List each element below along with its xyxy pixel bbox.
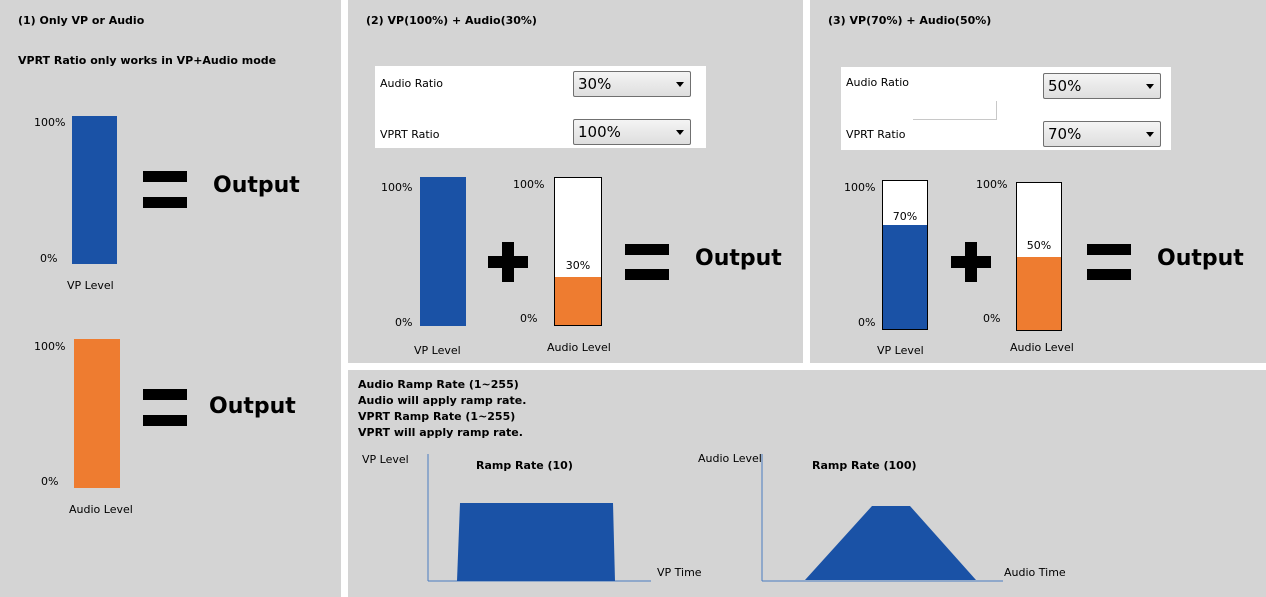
panel-title: (2) VP(100%) + Audio(30%) [366, 14, 537, 27]
vp-bottom-label: 0% [395, 316, 413, 329]
vp-level-bar [72, 116, 117, 264]
audio-level-label: 30% [565, 259, 591, 272]
vp-caption: VP Level [67, 279, 114, 292]
chart1-title: Ramp Rate (10) [476, 459, 573, 472]
panel-title: (3) VP(70%) + Audio(50%) [828, 14, 992, 27]
plus-icon-bar [488, 256, 528, 268]
panel-note: VPRT Ratio only works in VP+Audio mode [18, 54, 277, 67]
divider [996, 101, 997, 120]
ramp-note-line: Audio will apply ramp rate. [358, 394, 527, 407]
chevron-down-icon [676, 82, 684, 87]
equals-icon [143, 389, 187, 400]
audio-level-fill [1017, 256, 1061, 330]
equals-icon-bar [1087, 269, 1131, 280]
panel-vp100-audio30: (2) VP(100%) + Audio(30%) Audio Ratio 30… [348, 0, 803, 363]
vp-bottom-label: 0% [40, 252, 58, 265]
equals-icon-bar [143, 197, 187, 208]
vp-level-fill [420, 177, 466, 326]
divider [913, 119, 996, 120]
audio-ratio-label: Audio Ratio [380, 77, 444, 90]
equals-icon [625, 244, 669, 255]
audio-level-bar: 30% [554, 177, 602, 326]
audio-ratio-label: Audio Ratio [846, 76, 910, 89]
audio-level-label: 50% [1026, 239, 1052, 252]
panel-vp70-audio50: (3) VP(70%) + Audio(50%) Audio Ratio 50%… [810, 0, 1266, 363]
ratio-settings-box: Audio Ratio 30% VPRT Ratio 100% [375, 66, 706, 148]
chart2-title: Ramp Rate (100) [812, 459, 917, 472]
vp-bottom-label: 0% [858, 316, 876, 329]
chevron-down-icon [1146, 132, 1154, 137]
audio-bottom-label: 0% [41, 475, 59, 488]
audio-caption: Audio Level [1010, 341, 1074, 354]
chart2-ramp-plot [761, 454, 1003, 582]
audio-caption: Audio Level [69, 503, 133, 516]
chart2-y-label: Audio Level [698, 452, 762, 465]
ramp-note-line: VPRT Ramp Rate (1~255) [358, 410, 516, 423]
equals-icon [143, 171, 187, 182]
equals-icon [1087, 244, 1131, 255]
panel-title: (1) Only VP or Audio [18, 14, 145, 27]
vprt-ratio-value: 70% [1048, 125, 1082, 143]
ramp-note-line: VPRT will apply ramp rate. [358, 426, 523, 439]
ratio-settings-box: Audio Ratio 50% VPRT Ratio 70% [841, 67, 1171, 150]
audio-ratio-value: 30% [578, 75, 612, 93]
panel-ramp-rate: Audio Ramp Rate (1~255) Audio will apply… [348, 370, 1266, 597]
panel-only-vp-or-audio: (1) Only VP or Audio VPRT Ratio only wor… [0, 0, 341, 597]
plus-icon-bar [951, 256, 991, 268]
equals-icon-bar [143, 415, 187, 426]
audio-level-bar: 50% [1016, 182, 1062, 331]
vprt-ratio-select[interactable]: 100% [573, 119, 691, 145]
vp-caption: VP Level [414, 344, 461, 357]
equals-icon-bar [625, 269, 669, 280]
audio-bottom-label: 0% [983, 312, 1001, 325]
chevron-down-icon [676, 130, 684, 135]
audio-top-label: 100% [34, 340, 66, 353]
output-label: Output [695, 246, 782, 271]
audio-bottom-label: 0% [520, 312, 538, 325]
vp-level-label: 70% [892, 210, 918, 223]
chart2-ramp-shape [805, 506, 976, 580]
chart2-x-label: Audio Time [1004, 566, 1066, 579]
audio-level-bar [74, 339, 120, 488]
vprt-ratio-select[interactable]: 70% [1043, 121, 1161, 147]
audio-top-label: 100% [513, 178, 545, 191]
vp-level-bar [420, 177, 466, 326]
audio-ratio-select[interactable]: 30% [573, 71, 691, 97]
chart1-ramp-shape [457, 503, 615, 581]
vprt-ratio-label: VPRT Ratio [846, 128, 906, 141]
vp-top-label: 100% [381, 181, 413, 194]
vp-level-fill [883, 225, 927, 329]
audio-ratio-select[interactable]: 50% [1043, 73, 1161, 99]
chart1-ramp-plot [427, 454, 651, 582]
audio-output-label: Output [209, 394, 296, 419]
vp-output-label: Output [213, 173, 300, 198]
vprt-ratio-value: 100% [578, 123, 621, 141]
vprt-ratio-label: VPRT Ratio [380, 128, 440, 141]
audio-level-fill [555, 276, 601, 325]
output-label: Output [1157, 246, 1244, 271]
chevron-down-icon [1146, 84, 1154, 89]
audio-ratio-value: 50% [1048, 77, 1082, 95]
vp-level-bar: 70% [882, 180, 928, 330]
audio-top-label: 100% [976, 178, 1008, 191]
ramp-note-line: Audio Ramp Rate (1~255) [358, 378, 519, 391]
vp-top-label: 100% [34, 116, 66, 129]
audio-caption: Audio Level [547, 341, 611, 354]
chart1-y-label: VP Level [362, 453, 409, 466]
vp-caption: VP Level [877, 344, 924, 357]
vp-top-label: 100% [844, 181, 876, 194]
chart1-x-label: VP Time [657, 566, 702, 579]
